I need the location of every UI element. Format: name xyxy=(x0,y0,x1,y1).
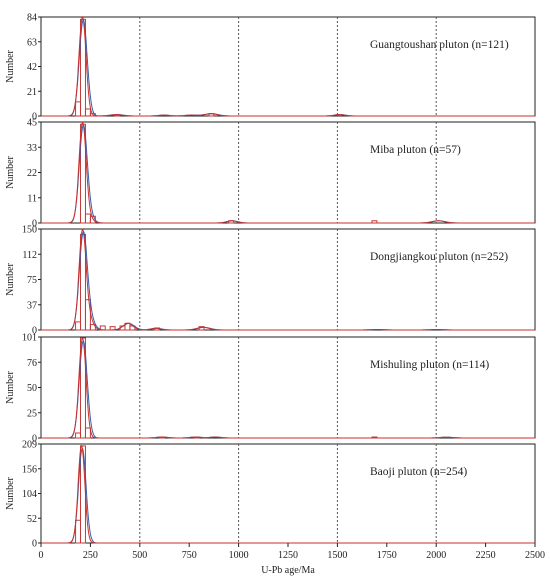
panel-frame xyxy=(40,336,536,439)
histogram-bar xyxy=(84,299,91,331)
y-tick-label: 0 xyxy=(32,112,37,123)
histogram-bar xyxy=(75,519,82,544)
y-tick-label: 75 xyxy=(27,275,37,286)
y-tick-label: 45 xyxy=(27,118,37,129)
panel-label: Mishuling pluton (n=114) xyxy=(370,359,489,371)
histogram-bar xyxy=(84,108,91,117)
density-curve-red xyxy=(41,336,535,439)
y-tick-label: 104 xyxy=(22,489,37,500)
panel-frame xyxy=(40,121,536,224)
density-curve-red xyxy=(41,15,535,117)
panel-label: Miba pluton (n=57) xyxy=(370,144,461,156)
y-axis-label: Number xyxy=(5,370,16,403)
y-tick-label: 21 xyxy=(27,87,37,98)
panel-frame xyxy=(40,443,536,544)
panel-label: Dongjiangkou pluton (n=252) xyxy=(370,251,508,263)
histogram-bar xyxy=(84,427,91,439)
density-curve-blue xyxy=(41,19,535,117)
panel-4: 0 25 50 76 101 Number Mishuling pluton (n=114) xyxy=(5,333,536,445)
x-tick-label: 250 xyxy=(83,550,98,561)
y-tick-label: 101 xyxy=(22,333,37,344)
y-tick-label: 25 xyxy=(27,408,37,419)
panel-frame xyxy=(40,16,536,117)
histogram-bar xyxy=(75,101,82,117)
x-tick-label: 2000 xyxy=(426,550,446,561)
density-curve-blue xyxy=(41,124,535,224)
panel-3: 0 37 75 112 150 Number Dongjiangkou pluton (n=… xyxy=(5,225,536,337)
y-axis-label: Number xyxy=(5,155,16,188)
density-curve-blue xyxy=(41,447,535,544)
x-tick-label: 1000 xyxy=(229,550,249,561)
density-curve-red xyxy=(41,228,535,331)
y-tick-label: 11 xyxy=(27,193,37,204)
y-axis-label: Number xyxy=(5,476,16,509)
y-tick-label: 84 xyxy=(27,13,37,24)
histogram-bar xyxy=(75,321,82,331)
panel-label: Baoji pluton (n=254) xyxy=(370,466,467,478)
y-tick-label: 150 xyxy=(22,225,37,236)
y-tick-label: 50 xyxy=(27,383,37,394)
panel-2: 0 11 22 33 45 Number Miba pluton (n=57) xyxy=(5,118,536,230)
y-axis-label: Number xyxy=(5,262,16,295)
density-curve-blue xyxy=(41,340,535,439)
y-tick-label: 0 xyxy=(32,219,37,230)
y-tick-label: 0 xyxy=(32,326,37,337)
y-tick-label: 112 xyxy=(22,250,37,261)
x-tick-label: 500 xyxy=(132,550,147,561)
x-tick-label: 0 xyxy=(39,550,44,561)
y-tick-label: 76 xyxy=(27,358,37,369)
x-axis: 0 250 500 750 1000 1250 1500 1750 2000 2250 2500 U-… xyxy=(39,543,545,576)
x-tick-label: 1750 xyxy=(377,550,397,561)
y-tick-label: 42 xyxy=(27,62,37,73)
y-tick-label: 33 xyxy=(27,143,37,154)
panel-frame xyxy=(40,228,536,331)
density-curve-red xyxy=(41,444,535,544)
y-tick-label: 63 xyxy=(27,37,37,48)
y-tick-label: 22 xyxy=(27,168,37,179)
density-curve-red xyxy=(41,121,535,224)
panel-1: 0 21 42 63 84 Number Guangtoushan pluton (n=12… xyxy=(5,13,536,123)
y-axis-label: Number xyxy=(5,49,16,82)
y-tick-label: 156 xyxy=(22,464,37,475)
histogram-bar xyxy=(84,213,91,224)
panel-5: 0 52 104 156 209 Number Baoji pluton (n=254) xyxy=(5,440,536,550)
y-tick-label: 52 xyxy=(27,514,37,525)
panel-label: Guangtoushan pluton (n=121) xyxy=(370,39,509,51)
x-tick-label: 750 xyxy=(182,550,197,561)
chart-panels: 0 21 42 63 84 Number Guangtoushan pluton (n=12… xyxy=(5,13,536,550)
x-tick-label: 2250 xyxy=(476,550,496,561)
y-tick-label: 37 xyxy=(27,300,37,311)
x-tick-label: 1500 xyxy=(327,550,347,561)
x-tick-label: 2500 xyxy=(525,550,545,561)
density-curve-blue xyxy=(41,231,535,331)
x-tick-label: 1250 xyxy=(278,550,298,561)
y-tick-label: 0 xyxy=(32,434,37,445)
histogram-bar xyxy=(75,432,82,439)
x-axis-label: U-Pb age/Ma xyxy=(261,565,315,576)
y-tick-label: 0 xyxy=(32,539,37,550)
y-tick-label: 209 xyxy=(22,440,37,451)
